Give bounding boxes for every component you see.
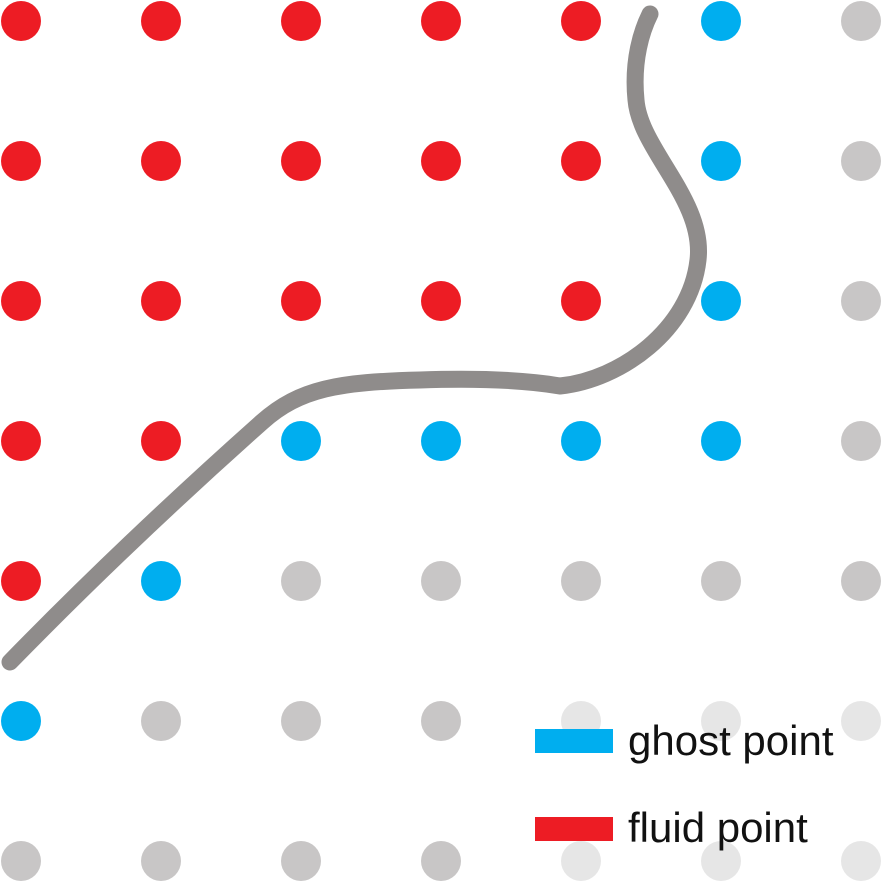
fluid-point	[1, 1, 41, 41]
legend-item-fluid: fluid point	[535, 804, 808, 851]
fluid-point	[141, 421, 181, 461]
fluid-point	[561, 141, 601, 181]
ghost-point	[1, 701, 41, 741]
fluid-point	[1, 141, 41, 181]
legend-item-ghost: ghost point	[535, 717, 834, 764]
solid-point	[841, 281, 881, 321]
fluid-point	[1, 281, 41, 321]
fluid-point	[421, 1, 461, 41]
ghost-point	[561, 421, 601, 461]
ghost-point	[701, 281, 741, 321]
ghost-point	[701, 421, 741, 461]
solid-point	[141, 841, 181, 881]
solid-point	[421, 561, 461, 601]
fluid-point	[141, 1, 181, 41]
fluid-point	[281, 281, 321, 321]
solid-point	[841, 1, 881, 41]
ghost-point	[701, 1, 741, 41]
fluid-point	[421, 141, 461, 181]
legend-swatch-fluid	[535, 817, 613, 841]
solid-point	[281, 701, 321, 741]
faded-point	[841, 841, 881, 881]
faded-point	[561, 841, 601, 881]
solid-point	[281, 561, 321, 601]
legend-label-fluid: fluid point	[628, 804, 808, 851]
faded-point	[701, 701, 741, 741]
fluid-point	[1, 561, 41, 601]
ghost-point	[701, 141, 741, 181]
fluid-point	[1, 421, 41, 461]
fluid-point	[561, 281, 601, 321]
faded-point	[841, 701, 881, 741]
fluid-point	[561, 1, 601, 41]
solid-point	[841, 561, 881, 601]
ghost-point	[141, 561, 181, 601]
fluid-point	[141, 141, 181, 181]
ghost-point	[281, 421, 321, 461]
solid-point	[421, 841, 461, 881]
legend: ghost point fluid point	[535, 717, 834, 851]
immersed-boundary-curve	[1, 5, 707, 671]
fluid-point	[141, 281, 181, 321]
fluid-point	[421, 281, 461, 321]
solid-point	[421, 701, 461, 741]
solid-point	[841, 141, 881, 181]
legend-label-ghost: ghost point	[628, 717, 834, 764]
fluid-point	[281, 1, 321, 41]
solid-point	[701, 561, 741, 601]
ghost-point	[421, 421, 461, 461]
solid-point	[841, 421, 881, 461]
fluid-point	[281, 141, 321, 181]
faded-point	[701, 841, 741, 881]
solid-point	[1, 841, 41, 881]
solid-point	[281, 841, 321, 881]
solid-point	[141, 701, 181, 741]
legend-swatch-ghost	[535, 729, 613, 753]
solid-point	[561, 561, 601, 601]
